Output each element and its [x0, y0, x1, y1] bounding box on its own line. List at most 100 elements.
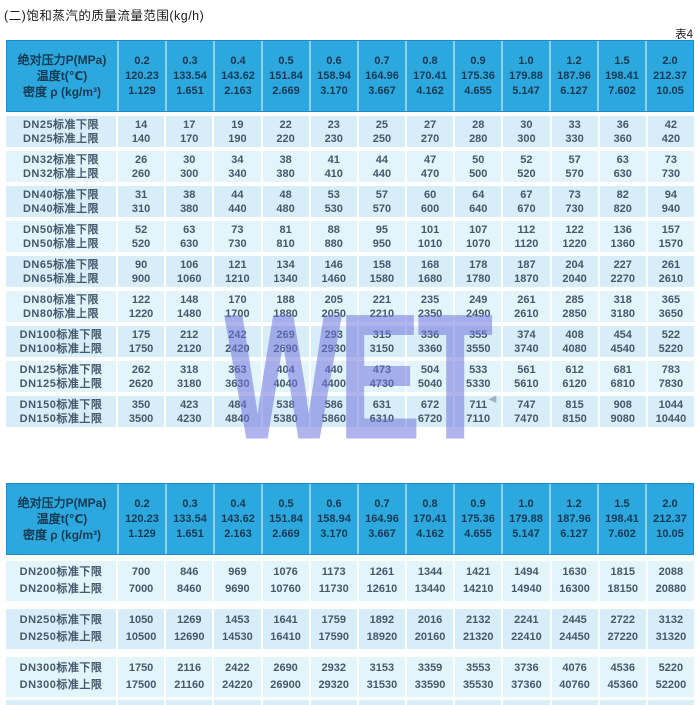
dn-size-row: DN32标准下限 DN32标准上限 26 260 30 300 34 340 38 380 41 41… — [6, 151, 694, 182]
flow-range-cell: 1269 12690 — [166, 609, 213, 649]
flow-value: 1269 — [177, 614, 202, 626]
flow-value: 18920 — [366, 631, 398, 643]
flow-value: 227 — [613, 258, 632, 271]
flow-value: 1220 — [562, 237, 587, 250]
flow-value: 205 — [324, 293, 343, 306]
dn-size-row: DN65标准下限 DN65标准上限 90 900 106 1060 121 1210 134 13… — [6, 256, 694, 287]
flow-value: 293 — [324, 328, 343, 341]
flow-range-cell: 205 2050 — [310, 291, 357, 322]
pressure-column-header: 1.5 198.41 7.602 — [599, 41, 645, 111]
row-label-line: DN50标准上限 — [22, 237, 100, 250]
flow-value: 423 — [180, 398, 199, 411]
header-label-cell: 绝对压力P(MPa) 温度t(℃) 密度 ρ (kg/m³) — [7, 41, 117, 111]
flow-range-cell: 17 170 — [166, 116, 213, 147]
flow-value: 25 — [375, 118, 389, 131]
flow-value: 5610 — [514, 377, 539, 390]
row-label-line: DN150标准上限 — [19, 412, 103, 425]
pressure-column-header: 0.5 151.84 2.669 — [263, 41, 309, 111]
header-value-line: 0.5 — [278, 54, 294, 67]
header-value-line: 1.2 — [566, 54, 582, 67]
header-value-line: 0.6 — [326, 54, 342, 67]
flow-range-cell: 90 900 — [118, 256, 165, 287]
header-value-line: 7.602 — [608, 84, 636, 97]
flow-value: 170 — [228, 293, 247, 306]
flow-range-cell: 27 270 — [407, 116, 454, 147]
flow-range-cell: 3736 37360 — [503, 657, 550, 697]
header-value-line: 164.96 — [365, 512, 399, 525]
row-label: DN65标准下限 DN65标准上限 — [6, 256, 116, 287]
pressure-column-header: 1.0 179.88 5.147 — [503, 484, 549, 554]
flow-value: 42 — [664, 118, 678, 131]
flow-value: 26 — [134, 153, 148, 166]
flow-range-cell: 262 2620 — [118, 361, 165, 392]
row-label-line: DN40标准上限 — [22, 202, 100, 215]
flow-range-cell: 178 1780 — [455, 256, 502, 287]
flow-value: 18150 — [607, 583, 639, 595]
header-value-line: 0.3 — [182, 54, 198, 67]
header-value-line: 0.4 — [230, 497, 246, 510]
flow-value: 26900 — [270, 679, 301, 691]
flow-range-cell: 60 600 — [407, 186, 454, 217]
flow-value: 404 — [276, 363, 295, 376]
row-label: DN32标准下限 DN32标准上限 — [6, 151, 116, 182]
flow-value: 31320 — [655, 631, 687, 643]
header-value-line: 175.36 — [461, 69, 495, 82]
flow-value: 3132 — [658, 614, 684, 626]
flow-value: 13440 — [414, 583, 446, 595]
flow-value: 330 — [565, 132, 584, 145]
flow-value: 3630 — [225, 377, 250, 390]
cropped-next-row — [6, 700, 694, 705]
flow-value: 318 — [613, 293, 632, 306]
flow-value: 3359 — [417, 662, 443, 674]
flow-value: 45360 — [607, 679, 639, 691]
flow-value: 2445 — [562, 614, 587, 626]
row-label-line: DN300标准下限 — [19, 662, 103, 674]
flow-value: 1453 — [225, 614, 250, 626]
flow-value: 3153 — [369, 662, 395, 674]
flow-value: 24450 — [559, 631, 590, 643]
flow-value: 880 — [324, 237, 343, 250]
header-value-line: 6.127 — [560, 527, 588, 540]
flow-value: 38 — [279, 153, 292, 166]
flow-value: 175 — [131, 328, 151, 341]
flow-value: 1880 — [273, 307, 298, 320]
flow-value: 504 — [420, 363, 440, 376]
flow-range-cell: 112 1120 — [503, 221, 550, 252]
flow-value: 6120 — [562, 377, 587, 390]
flow-value: 2016 — [417, 614, 443, 626]
flow-value: 20880 — [655, 583, 687, 595]
row-label: DN25标准下限 DN25标准上限 — [6, 116, 116, 147]
flow-value: 22 — [279, 118, 292, 131]
header-value-line: 158.94 — [317, 69, 351, 82]
flow-value: 815 — [565, 398, 584, 411]
header-label-cell: 绝对压力P(MPa) 温度t(℃) 密度 ρ (kg/m³) — [7, 484, 117, 554]
header-value-line: 4.655 — [464, 527, 492, 540]
flow-value: 570 — [565, 167, 584, 180]
flow-value: 408 — [565, 328, 584, 341]
flow-range-cell: 41 410 — [310, 151, 357, 182]
flow-value: 28 — [472, 118, 485, 131]
header-value-line: 0.6 — [326, 497, 342, 510]
pressure-column-header: 0.7 164.96 3.667 — [359, 484, 405, 554]
flow-value: 17 — [183, 118, 196, 131]
flow-value: 101 — [420, 223, 440, 236]
flow-value: 20160 — [414, 631, 446, 643]
flow-value: 300 — [517, 132, 536, 145]
flow-value: 17590 — [318, 631, 350, 643]
header-value-line: 187.96 — [557, 69, 591, 82]
flow-value: 52 — [134, 223, 148, 236]
flow-value: 810 — [276, 237, 295, 250]
flow-value: 1700 — [225, 307, 250, 320]
flow-range-cell: 631 6310 — [358, 396, 405, 427]
flow-value: 242 — [228, 328, 247, 341]
flow-range-cell: 42 420 — [647, 116, 694, 147]
header-label-line: 绝对压力P(MPa) — [17, 496, 107, 510]
header-value-line: 175.36 — [461, 512, 495, 525]
flow-range-cell: 47 470 — [407, 151, 454, 182]
steam-flow-table-small-dn: 绝对压力P(MPa) 温度t(℃) 密度 ρ (kg/m³) 0.2 120.23 1.1… — [6, 40, 694, 431]
flow-range-cell: 681 6810 — [599, 361, 646, 392]
header-value-line: 1.651 — [176, 84, 204, 97]
flow-value: 2490 — [466, 307, 491, 320]
pressure-column-header: 0.9 175.36 4.655 — [455, 484, 501, 554]
pressure-column-header: 1.0 179.88 5.147 — [503, 41, 549, 111]
